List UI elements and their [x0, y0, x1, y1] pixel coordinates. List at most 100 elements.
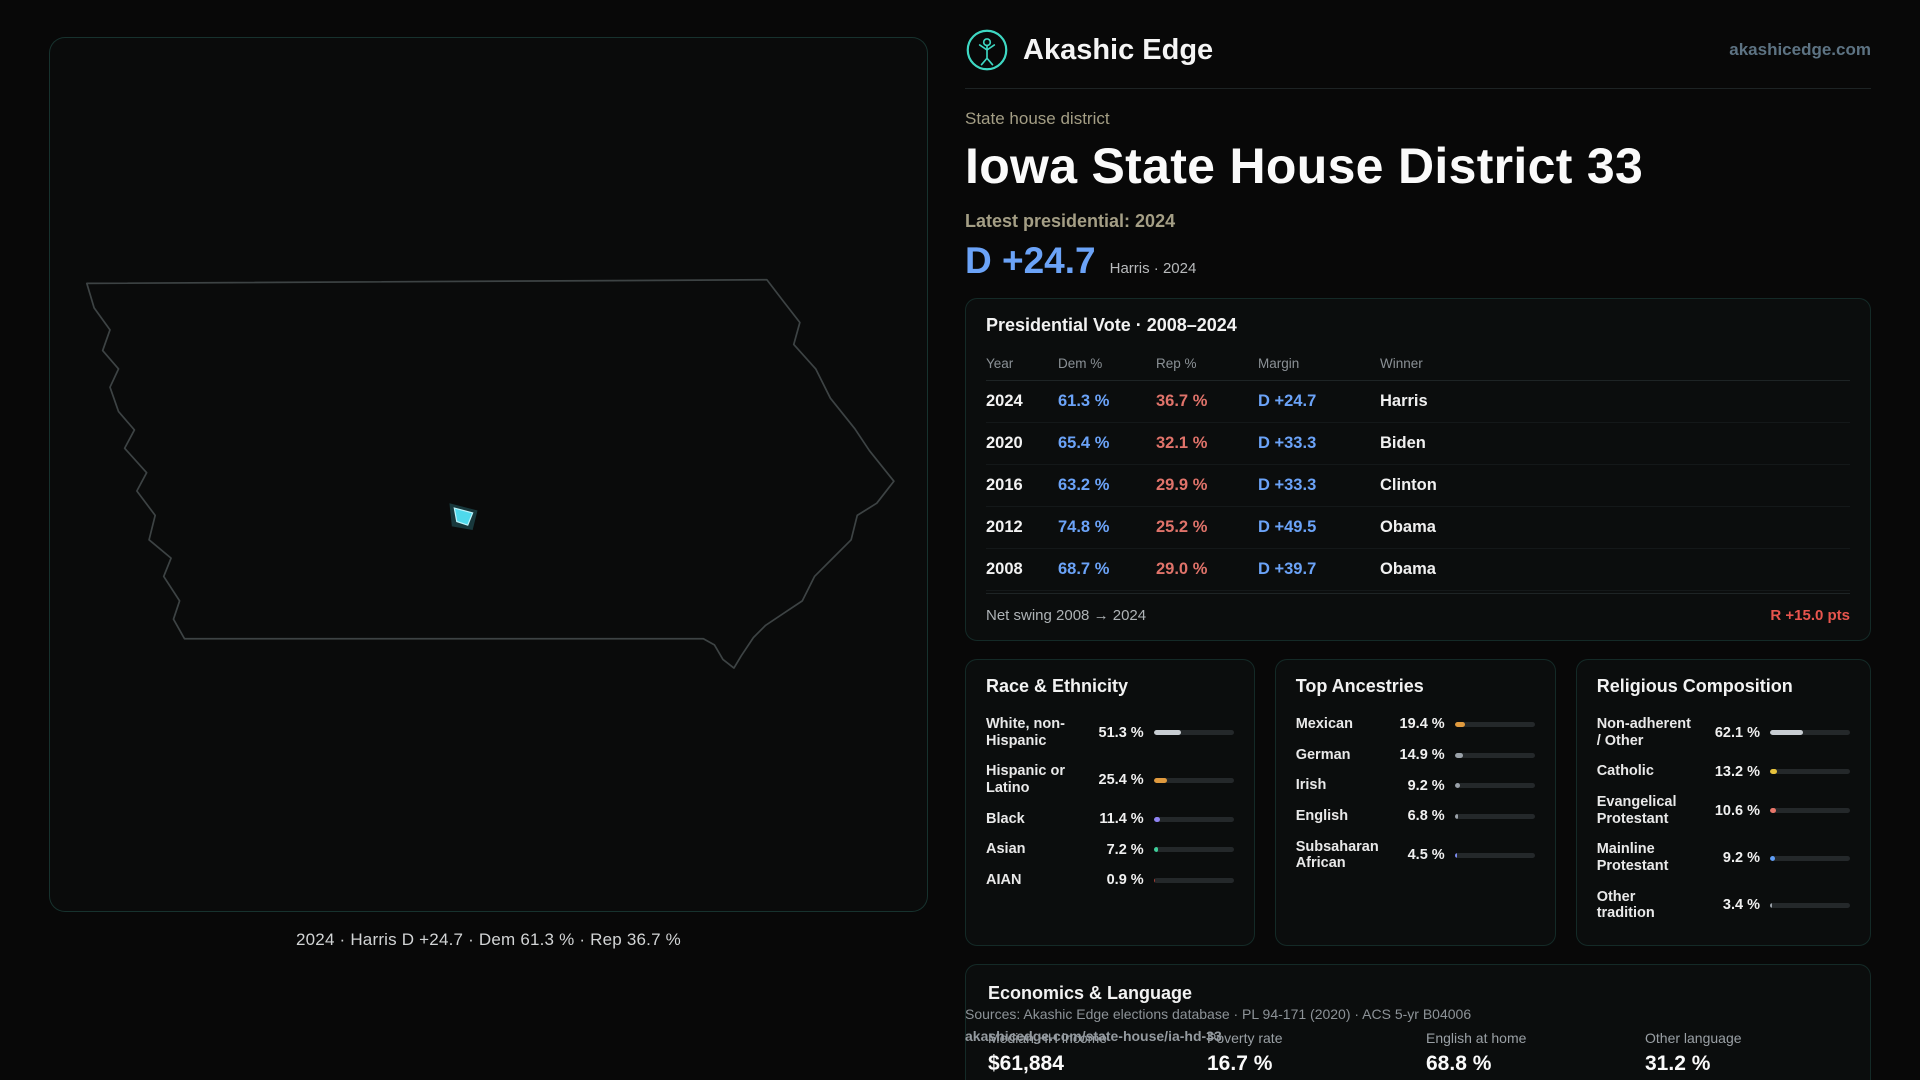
economics-language-card: Economics & Language Median HH income $6… — [965, 964, 1871, 1080]
stat-row: Other tradition 3.4 % — [1597, 882, 1850, 929]
cell-margin: D +49.5 — [1258, 518, 1317, 536]
stat-bar — [1770, 808, 1850, 814]
page-footer: Sources: Akashic Edge elections database… — [965, 1004, 1725, 1047]
presidential-vote-card: Presidential Vote · 2008–2024 Year Dem %… — [965, 298, 1871, 641]
stat-value: 10.6 % — [1714, 802, 1760, 819]
cell-rep: 25.2 % — [1156, 518, 1208, 536]
stat-bar — [1770, 902, 1850, 908]
stat-bar — [1153, 777, 1234, 783]
table-row: 2020 65.4 % 32.1 % D +33.3 Biden — [986, 423, 1850, 465]
cell-margin: D +39.7 — [1258, 560, 1317, 578]
col-rep: Rep % — [1156, 356, 1197, 371]
econ-stat-value: $61,884 — [988, 1052, 1064, 1076]
demographics-row: Race & Ethnicity White, non-Hispanic 51.… — [965, 659, 1871, 947]
race-card-title: Race & Ethnicity — [986, 676, 1129, 696]
stat-row: Evangelical Protestant 10.6 % — [1597, 787, 1850, 834]
page-header: Akashic Edge akashicedge.com — [965, 28, 1871, 89]
stat-bar — [1153, 730, 1234, 736]
econ-stat-label: Poverty rate — [1207, 1030, 1283, 1047]
cell-dem: 68.7 % — [1058, 560, 1110, 578]
econ-stat-label: Other language — [1645, 1030, 1742, 1047]
stat-bar — [1153, 816, 1234, 822]
headline-margin-value: D +24.7 — [965, 240, 1096, 281]
cell-rep: 32.1 % — [1156, 434, 1208, 452]
stat-bar — [1454, 813, 1535, 819]
stat-label: Subsaharan African — [1295, 838, 1379, 872]
ancestry-stat-list: Mexican 19.4 % German 14.9 % Irish 9.2 %… — [1296, 709, 1535, 879]
vote-table: Year Dem % Rep % Margin Winner 2024 61.3… — [986, 348, 1850, 624]
iowa-map — [85, 278, 895, 669]
econ-stat-value: 31.2 % — [1645, 1052, 1711, 1076]
stat-value: 51.3 % — [1098, 724, 1144, 741]
headline-margin-caption: Harris · 2024 — [1109, 260, 1197, 277]
stat-value: 0.9 % — [1106, 872, 1144, 889]
econ-stat: Poverty rate 16.7 % — [1207, 1030, 1410, 1076]
table-row: 2008 68.7 % 29.0 % D +39.7 Obama — [986, 549, 1850, 591]
stat-value: 13.2 % — [1714, 763, 1760, 780]
econ-stat: English at home 68.8 % — [1426, 1030, 1629, 1076]
econ-stat-value: 68.8 % — [1426, 1052, 1492, 1076]
cell-rep: 29.0 % — [1156, 560, 1208, 578]
permalink[interactable]: akashicedge.com/state-house/ia-hd-33 — [965, 1027, 1222, 1044]
stat-row: Irish 9.2 % — [1296, 770, 1535, 801]
latest-presidential-label: Latest presidential: 2024 — [965, 211, 1176, 231]
stat-row: Catholic 13.2 % — [1597, 756, 1850, 787]
econ-stat-label: English at home — [1426, 1030, 1527, 1047]
race-stat-list: White, non-Hispanic 51.3 % Hispanic or L… — [986, 709, 1234, 896]
cell-year: 2016 — [986, 476, 1023, 494]
cell-dem: 74.8 % — [1058, 518, 1110, 536]
cell-year: 2024 — [986, 392, 1023, 410]
content-column: Akashic Edge akashicedge.com State house… — [965, 28, 1871, 1080]
cell-winner: Obama — [1380, 518, 1436, 536]
stat-bar — [1153, 847, 1234, 853]
category-label: State house district — [965, 109, 1110, 128]
table-row: 2024 61.3 % 36.7 % D +24.7 Harris — [986, 381, 1850, 423]
map-caption: 2024 · Harris D +24.7 · Dem 61.3 % · Rep… — [296, 930, 681, 949]
vote-card-title: Presidential Vote · 2008–2024 — [986, 315, 1237, 335]
cell-dem: 65.4 % — [1058, 434, 1110, 452]
stat-row: German 14.9 % — [1296, 740, 1535, 771]
district-33-marker[interactable] — [453, 507, 474, 526]
net-swing-label: Net swing 2008 → 2024 — [986, 607, 1147, 624]
stat-value: 62.1 % — [1714, 724, 1760, 741]
race-ethnicity-card: Race & Ethnicity White, non-Hispanic 51.… — [965, 659, 1255, 947]
stat-row: Subsaharan African 4.5 % — [1296, 832, 1535, 879]
stat-row: AIAN 0.9 % — [986, 865, 1234, 896]
stat-value: 25.4 % — [1098, 772, 1144, 789]
net-swing-row: Net swing 2008 → 2024 R +15.0 pts — [986, 593, 1850, 624]
col-dem: Dem % — [1058, 356, 1103, 371]
cell-margin: D +33.3 — [1258, 434, 1317, 452]
stat-label: Other tradition — [1596, 888, 1655, 922]
top-ancestries-card: Top Ancestries Mexican 19.4 % German 14.… — [1274, 659, 1556, 947]
stat-label: Asian — [986, 841, 1026, 858]
stat-label: Evangelical Protestant — [1596, 794, 1677, 827]
stat-row: Mexican 19.4 % — [1296, 709, 1535, 740]
sources-line: Sources: Akashic Edge elections database… — [965, 1006, 1472, 1022]
table-row: 2012 74.8 % 25.2 % D +49.5 Obama — [986, 507, 1850, 549]
cell-year: 2020 — [986, 434, 1023, 452]
religion-card-title: Religious Composition — [1596, 676, 1793, 696]
stat-bar — [1770, 730, 1850, 736]
stat-label: English — [1295, 808, 1349, 825]
district-map-panel — [49, 37, 928, 912]
stat-value: 4.5 % — [1407, 847, 1445, 864]
stat-value: 14.9 % — [1399, 747, 1445, 763]
stat-value: 9.2 % — [1407, 777, 1445, 794]
vote-table-header: Year Dem % Rep % Margin Winner — [986, 348, 1850, 381]
ancestry-card-title: Top Ancestries — [1295, 676, 1424, 696]
stat-label: Mainline Protestant — [1596, 841, 1669, 875]
economics-card-title: Economics & Language — [988, 983, 1193, 1004]
stat-label: Non-adherent / Other — [1596, 716, 1691, 749]
col-year: Year — [986, 356, 1014, 371]
stat-row: Asian 7.2 % — [986, 834, 1234, 865]
cell-year: 2012 — [986, 518, 1023, 536]
stat-label: White, non-Hispanic — [986, 716, 1065, 749]
stat-row: White, non-Hispanic 51.3 % — [986, 709, 1234, 756]
religion-stat-list: Non-adherent / Other 62.1 % Catholic 13.… — [1597, 709, 1850, 929]
stat-label: Catholic — [1596, 763, 1654, 780]
economics-stats: Median HH income $61,884 Poverty rate 16… — [988, 1030, 1848, 1076]
cell-rep: 36.7 % — [1156, 392, 1208, 410]
cell-dem: 61.3 % — [1058, 392, 1110, 410]
site-domain: akashicedge.com — [1729, 40, 1871, 59]
stat-bar — [1153, 877, 1234, 883]
